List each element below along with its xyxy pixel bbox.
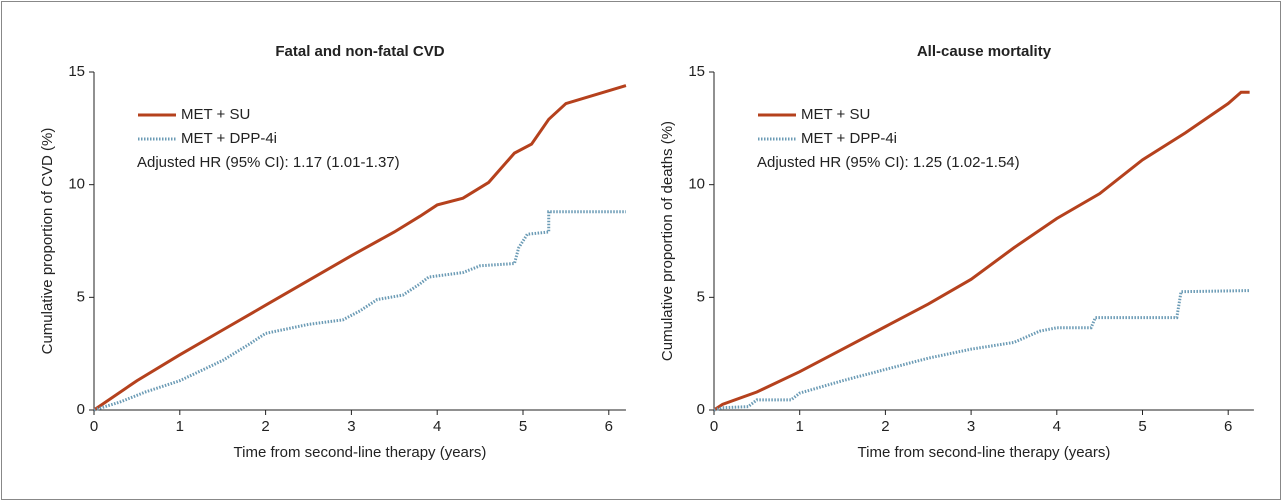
legend-label: MET + SU: [801, 106, 870, 123]
y-tick-label: 15: [68, 63, 85, 80]
chart-title: Fatal and non-fatal CVD: [275, 43, 444, 60]
annotation: Adjusted HR (95% CI): 1.17 (1.01-1.37): [137, 154, 400, 171]
x-tick-label: 5: [1138, 418, 1146, 435]
y-tick-label: 5: [697, 288, 705, 305]
x-tick-label: 2: [881, 418, 889, 435]
series-line: [713, 90, 1250, 412]
y-tick-label: 0: [697, 401, 705, 418]
y-axis-label: Cumulative proportion of CVD (%): [39, 128, 56, 355]
x-tick-label: 3: [347, 418, 355, 435]
legend-label: MET + DPP-4i: [801, 130, 897, 147]
series-line: [93, 84, 627, 412]
annotation: Adjusted HR (95% CI): 1.25 (1.02-1.54): [757, 154, 1020, 171]
x-tick-label: 0: [710, 418, 718, 435]
legend-label: MET + DPP-4i: [181, 130, 277, 147]
x-axis-label: Time from second-line therapy (years): [234, 444, 487, 461]
legend-label: MET + SU: [181, 106, 250, 123]
x-tick-label: 2: [261, 418, 269, 435]
y-tick-label: 5: [77, 288, 85, 305]
y-tick-label: 0: [77, 401, 85, 418]
y-axis-label: Cumulative proportion of deaths (%): [659, 121, 676, 361]
x-tick-label: 6: [1224, 418, 1232, 435]
x-tick-label: 0: [90, 418, 98, 435]
series-line: [713, 289, 1250, 412]
x-tick-label: 1: [176, 418, 184, 435]
x-tick-label: 4: [433, 418, 441, 435]
series-line: [93, 210, 626, 412]
x-tick-label: 6: [605, 418, 613, 435]
y-tick-label: 15: [688, 63, 705, 80]
y-tick-label: 10: [68, 176, 85, 193]
y-tick-label: 10: [688, 176, 705, 193]
chart-title: All-cause mortality: [917, 43, 1052, 60]
x-tick-label: 4: [1053, 418, 1061, 435]
x-tick-label: 5: [519, 418, 527, 435]
x-tick-label: 3: [967, 418, 975, 435]
x-axis-label: Time from second-line therapy (years): [858, 444, 1111, 461]
x-tick-label: 1: [796, 418, 804, 435]
